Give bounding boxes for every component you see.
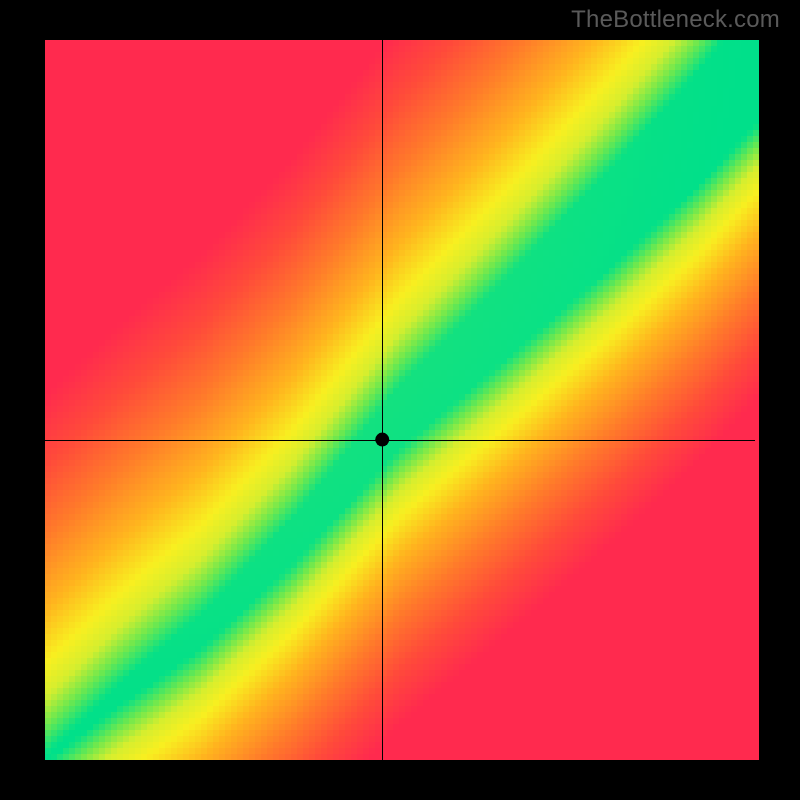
watermark-text: TheBottleneck.com: [571, 6, 780, 34]
chart-container: TheBottleneck.com: [0, 0, 800, 800]
heatmap-canvas: [0, 0, 800, 800]
